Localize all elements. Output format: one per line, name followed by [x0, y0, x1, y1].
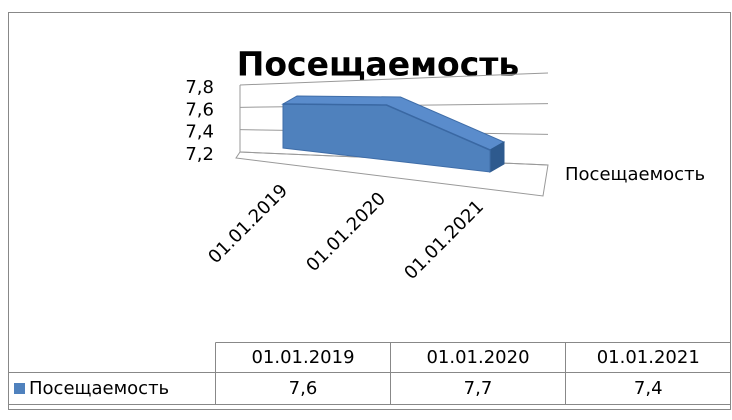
table-header: 01.01.2019 — [251, 347, 354, 368]
table-value: 7,6 — [289, 378, 318, 399]
table-series-name: Посещаемость — [29, 378, 169, 399]
y-tick-label: 7,4 — [185, 122, 214, 143]
table-header: 01.01.2020 — [426, 347, 529, 368]
area-line — [282, 103, 491, 151]
table-header: 01.01.2021 — [597, 347, 700, 368]
grid-line — [239, 72, 549, 86]
legend-label: Посещаемость — [565, 164, 705, 185]
chart-title: Посещаемость — [237, 45, 520, 84]
legend-key — [14, 383, 25, 394]
y-tick-label: 7,2 — [185, 144, 214, 165]
y-tick-label: 7,6 — [185, 99, 214, 120]
table-value: 7,7 — [464, 378, 493, 399]
y-tick-label: 7,8 — [185, 77, 214, 98]
table-value: 7,4 — [634, 378, 663, 399]
chart-frame — [8, 12, 731, 410]
